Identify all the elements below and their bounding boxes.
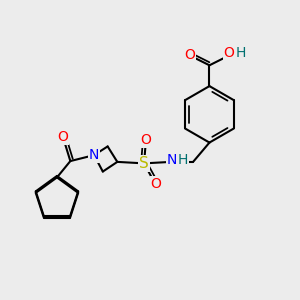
- Text: O: O: [223, 46, 234, 60]
- Text: S: S: [139, 156, 149, 171]
- Text: O: O: [185, 48, 196, 62]
- Text: H: H: [178, 153, 188, 167]
- Text: N: N: [167, 153, 178, 167]
- Text: H: H: [236, 46, 246, 60]
- Text: O: O: [141, 134, 152, 148]
- Text: O: O: [151, 177, 161, 191]
- Text: N: N: [89, 148, 99, 162]
- Text: O: O: [58, 130, 68, 144]
